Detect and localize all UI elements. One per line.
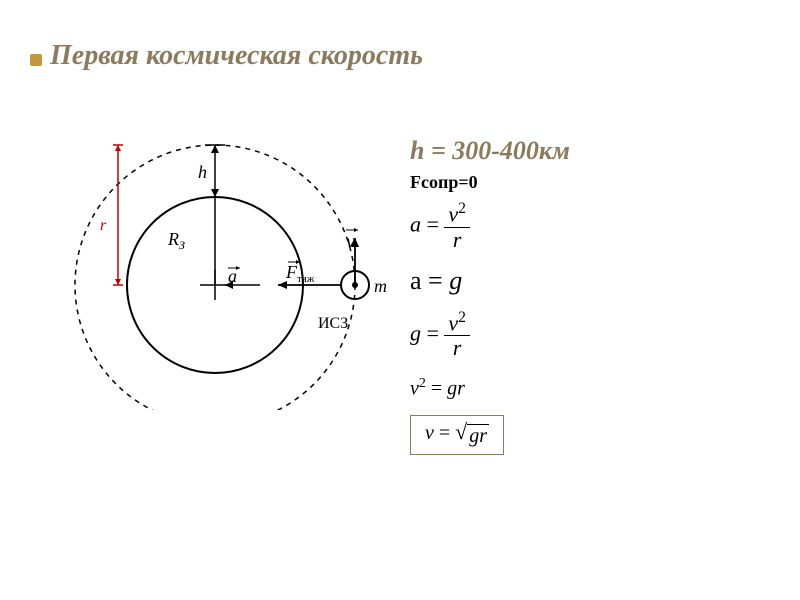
Fsopr-line: Fсопр=0 (410, 172, 770, 193)
v-vec-label: v (346, 231, 355, 253)
title-bullet (30, 54, 42, 66)
v2-eq: v2 = gr (410, 376, 770, 401)
orbit-diagram: r h RЗ a Fтяж v m ИСЗ (60, 130, 390, 410)
page-title: Первая космическая скорость (50, 40, 423, 72)
a-equals-g: а = g (410, 266, 770, 296)
a-vec-label: a (228, 266, 237, 286)
m-label: m (374, 276, 387, 296)
a-lhs: a (410, 211, 421, 236)
a-fraction: a = v2 r (410, 201, 770, 252)
R3-label: RЗ (167, 229, 185, 252)
h-range: h = 300-400км (410, 136, 770, 166)
g-lhs: g (410, 320, 421, 345)
v-boxed: v = √ gr (410, 415, 770, 455)
g-fraction: g = v2 r (410, 310, 770, 361)
satellite-label: ИСЗ (318, 315, 348, 332)
equations-block: h = 300-400км Fсопр=0 a = v2 r а = g g =… (410, 130, 770, 461)
h-label: h (198, 162, 207, 182)
r-label: r (100, 217, 107, 234)
